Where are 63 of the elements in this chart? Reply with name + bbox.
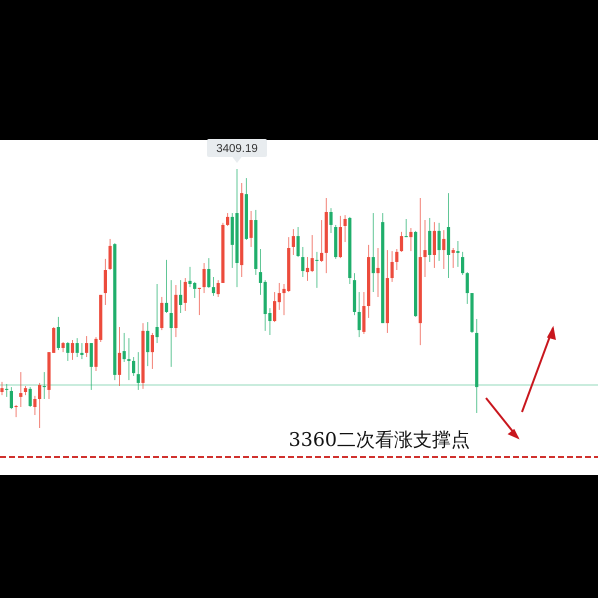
- candlestick: [461, 251, 464, 276]
- candlestick: [90, 342, 93, 390]
- candlestick: [320, 220, 324, 262]
- candlestick: [216, 280, 220, 298]
- candlestick: [66, 342, 70, 362]
- candlestick: [19, 372, 22, 408]
- candlestick: [438, 222, 441, 262]
- candlestick: [207, 258, 210, 288]
- candlestick: [400, 231, 404, 252]
- ref-line-label: 3360二次看涨支撑点: [288, 429, 470, 452]
- candlestick: [85, 336, 88, 358]
- candlestick: [423, 220, 427, 278]
- candlestick: [184, 278, 187, 312]
- candlestick: [179, 280, 182, 314]
- candlestick: [122, 332, 126, 362]
- candlestick: [14, 404, 18, 418]
- candlestick: [42, 372, 46, 400]
- candlestick: [132, 356, 136, 376]
- candlestick: [296, 226, 300, 258]
- candlestick: [409, 228, 412, 252]
- candlestick: [442, 230, 446, 270]
- candlestick: [315, 251, 318, 288]
- candlestick: [10, 386, 13, 410]
- candlestick: [466, 272, 469, 304]
- candlestick: [118, 326, 122, 387]
- candlestick: [358, 292, 361, 338]
- candlestick: [56, 316, 60, 351]
- candlestick: [38, 382, 42, 428]
- candlestick: [250, 210, 253, 248]
- candlestick: [108, 238, 112, 271]
- candlestick: [301, 246, 304, 278]
- candlestick: [146, 322, 150, 367]
- candlestick: [395, 248, 398, 271]
- candlestick: [329, 208, 333, 234]
- candlestick: [170, 280, 173, 368]
- candlestick: [452, 247, 455, 268]
- candlestick: [5, 383, 8, 398]
- candlestick: [456, 240, 460, 268]
- candlestick: [70, 339, 74, 360]
- candlestick: [24, 386, 28, 396]
- candlestick: [372, 212, 375, 293]
- candlestick: [136, 352, 140, 390]
- candlestick: [164, 259, 168, 314]
- candlestick: [156, 283, 159, 344]
- candlestick: [390, 250, 394, 282]
- candlestick: [127, 338, 130, 381]
- candlestick: [212, 276, 216, 296]
- candlestick: [344, 214, 347, 243]
- annotation: 3409.19: [216, 143, 258, 155]
- candlestick: [150, 332, 154, 370]
- candlestick: [28, 386, 32, 408]
- candlestick: [198, 287, 201, 316]
- candlestick: [76, 338, 79, 358]
- candlestick: [226, 212, 230, 226]
- candlestick: [104, 258, 107, 306]
- candlestick: [292, 228, 295, 256]
- candlestick: [33, 395, 36, 416]
- candlestick: [0, 381, 4, 396]
- candlestick: [404, 218, 408, 238]
- annotation: 3409.19: [207, 139, 267, 163]
- candlestick: [202, 262, 206, 294]
- candlestick: [62, 342, 65, 353]
- candlestick: [376, 247, 380, 298]
